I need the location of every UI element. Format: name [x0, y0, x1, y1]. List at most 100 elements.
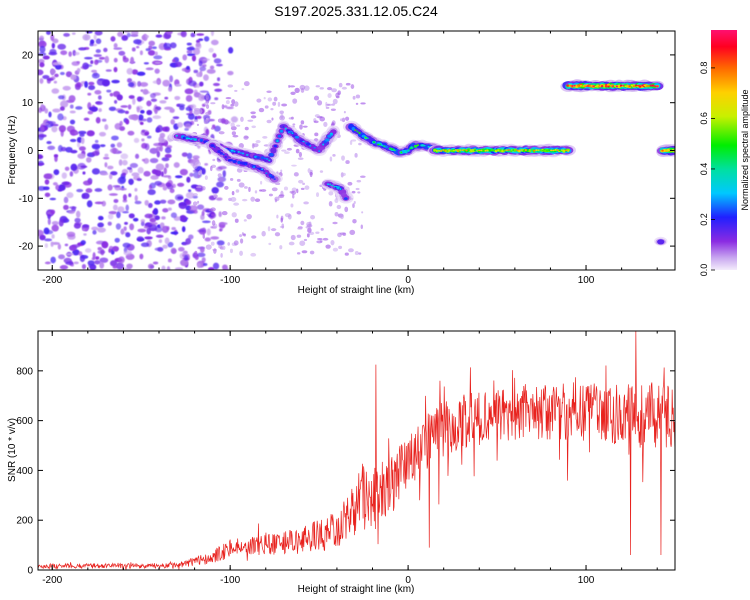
spectrogram-speckle	[294, 87, 300, 93]
spectrogram-track-cell	[427, 145, 430, 148]
spectrogram-speckle	[254, 198, 261, 202]
spectrogram-noise-blob	[82, 224, 90, 228]
spectrogram-noise-blob	[150, 98, 158, 102]
spectrogram-track-cell	[263, 157, 267, 160]
spectrogram-track-cell	[603, 85, 606, 87]
spectrogram-speckle	[304, 185, 310, 190]
spectrogram-noise-blob	[150, 93, 156, 99]
spectrogram-noise-blob	[154, 226, 163, 233]
spectrogram-noise-blob	[175, 83, 182, 87]
spectrogram-noise-blob	[164, 153, 172, 159]
spectrogram-noise-blob	[92, 230, 97, 235]
spectrogram-track-cell	[526, 149, 530, 151]
spectrogram-noise-blob	[124, 221, 128, 225]
spectrogram-noise-blob	[69, 171, 74, 177]
spectrogram-content	[38, 31, 675, 270]
spectrogram-noise-blob	[132, 217, 139, 222]
spectrogram-track-cell	[649, 84, 653, 87]
spectrogram-noise-blob	[112, 204, 118, 211]
spectrogram-noise-blob	[89, 106, 93, 111]
spectrogram-noise-blob	[146, 135, 152, 139]
spectrogram-noise-blob	[125, 119, 130, 125]
spectrogram-noise-blob	[38, 107, 43, 113]
spectrogram-noise-blob	[126, 263, 133, 269]
spectrogram-track-cell	[590, 85, 593, 87]
spectrogram-noise-blob	[110, 36, 116, 42]
spectrogram-y-tick-label: 0	[27, 146, 33, 157]
spectrogram-track-cell	[237, 150, 240, 153]
spectrogram-speckle	[209, 165, 213, 172]
spectrogram-speckle	[267, 226, 271, 232]
spectrogram-noise-blob	[116, 211, 121, 219]
spectrogram-noise-blob	[60, 146, 67, 152]
spectrogram-speckle	[290, 203, 294, 208]
spectrogram-x-tick-label: 100	[578, 275, 595, 286]
spectrogram-noise-blob	[167, 207, 172, 211]
spectrogram-speckle	[266, 119, 272, 124]
spectrogram-speckle	[274, 232, 281, 237]
spectrogram-noise-blob	[201, 257, 206, 263]
spectrogram-noise-blob	[86, 200, 93, 208]
spectrogram-y-axis-label: Frequency (Hz)	[7, 116, 18, 185]
spectrogram-noise-blob	[160, 171, 164, 177]
spectrogram-noise-blob	[119, 120, 123, 126]
spectrogram-speckle	[299, 240, 306, 246]
spectrogram-noise-blob	[177, 247, 185, 252]
spectrogram-noise-blob	[44, 243, 48, 248]
spectrogram-noise-blob	[68, 210, 75, 214]
spectrogram-noise-blob	[69, 110, 76, 114]
spectrogram-noise-blob	[46, 31, 51, 35]
spectrogram-y-tick-label: 20	[22, 50, 34, 61]
spectrogram-noise-blob	[122, 194, 127, 201]
spectrogram-speckle	[289, 85, 296, 88]
spectrogram-noise-blob	[85, 188, 93, 193]
spectrogram-noise-blob	[155, 34, 163, 38]
spectrogram-track-cell	[632, 85, 635, 88]
spectrogram-noise-blob	[130, 56, 135, 64]
spectrogram-track-cell	[634, 84, 638, 87]
spectrogram-speckle	[210, 102, 216, 105]
spectrogram-noise-blob	[118, 256, 125, 264]
spectrogram-track-cell	[282, 126, 285, 128]
spectrogram-track-cell	[620, 84, 623, 87]
spectrogram-track-cell	[273, 178, 276, 180]
snr-y-tick-label: 0	[27, 566, 33, 577]
spectrogram-track-cell	[456, 150, 460, 152]
spectrogram-track-cell	[569, 85, 572, 87]
spectrogram-noise-blob	[43, 173, 53, 180]
spectrogram-speckle	[303, 201, 309, 205]
spectrogram-speckle	[309, 250, 315, 255]
spectrogram-track-cell	[582, 85, 584, 87]
spectrogram-noise-blob	[203, 74, 209, 81]
spectrogram-noise-blob	[126, 32, 131, 38]
spectrogram-speckle	[221, 210, 228, 216]
spectrogram-noise-blob	[55, 184, 60, 191]
spectrogram-noise-blob	[81, 263, 87, 270]
spectrogram-noise-blob	[136, 106, 141, 113]
spectrogram-speckle	[355, 94, 361, 99]
spectrogram-noise-blob	[145, 48, 151, 52]
spectrogram-noise-blob	[97, 250, 106, 254]
spectrogram-noise-blob	[204, 163, 209, 166]
spectrogram-noise-blob	[157, 246, 164, 252]
spectrogram-track-cell	[509, 150, 513, 152]
spectrogram-noise-blob	[175, 61, 182, 68]
spectrogram-noise-blob	[38, 134, 47, 138]
spectrogram-speckle	[194, 161, 201, 167]
spectrogram-track-cell	[624, 85, 627, 88]
spectrogram-noise-blob	[54, 64, 62, 70]
spectrogram-noise-blob	[155, 163, 165, 171]
spectrogram-track-cell	[478, 149, 481, 152]
spectrogram-track-cell	[269, 174, 272, 177]
spectrogram-noise-blob	[107, 221, 112, 226]
spectrogram-noise-blob	[164, 96, 169, 100]
spectrogram-speckle	[355, 102, 359, 105]
spectrogram-speckle	[233, 202, 240, 206]
spectrogram-noise-blob	[141, 118, 147, 122]
spectrogram-speckle	[218, 244, 223, 249]
spectrogram-noise-blob	[70, 149, 78, 154]
spectrogram-speckle	[243, 219, 247, 222]
spectrogram-noise-blob	[199, 70, 203, 77]
spectrogram-speckle	[221, 104, 225, 110]
